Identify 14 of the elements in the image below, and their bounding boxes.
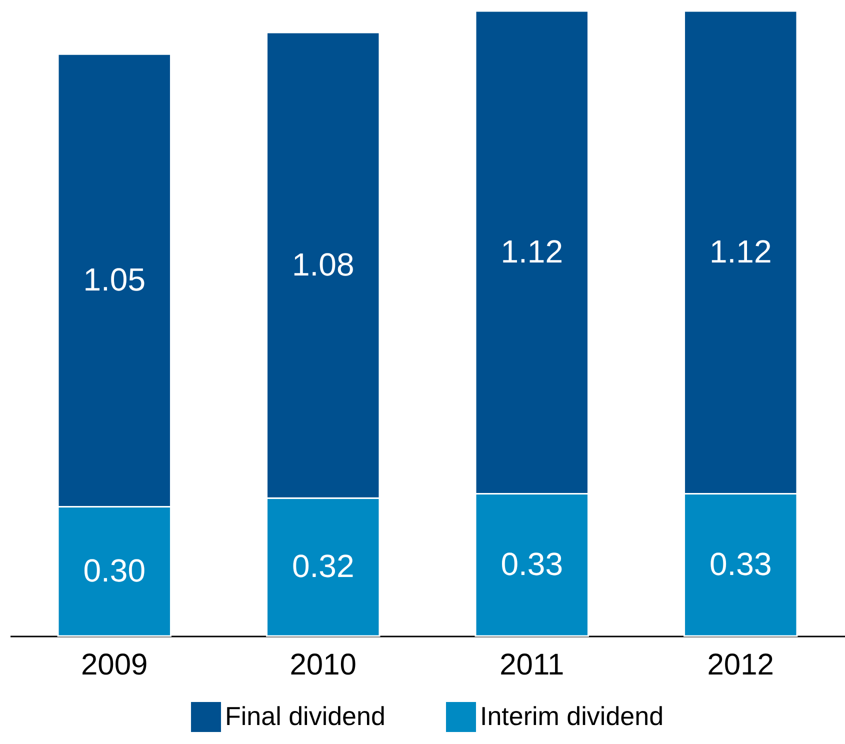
data-label: 0.33 bbox=[500, 546, 564, 582]
x-tick-label: 2010 bbox=[290, 648, 356, 682]
x-tick-label: 2012 bbox=[707, 648, 774, 682]
data-label: 1.12 bbox=[500, 233, 564, 270]
data-label: 1.05 bbox=[83, 261, 146, 298]
legend-label: Final dividend bbox=[225, 701, 386, 731]
data-label: 0.30 bbox=[83, 552, 146, 588]
x-tick-label: 2009 bbox=[81, 648, 148, 682]
data-label: 1.08 bbox=[292, 246, 354, 282]
data-label: 1.12 bbox=[709, 233, 772, 270]
data-label: 0.33 bbox=[709, 546, 772, 582]
x-tick-label: 2011 bbox=[500, 648, 564, 682]
legend-label: Interim dividend bbox=[480, 701, 664, 731]
data-label: 0.32 bbox=[292, 548, 354, 584]
